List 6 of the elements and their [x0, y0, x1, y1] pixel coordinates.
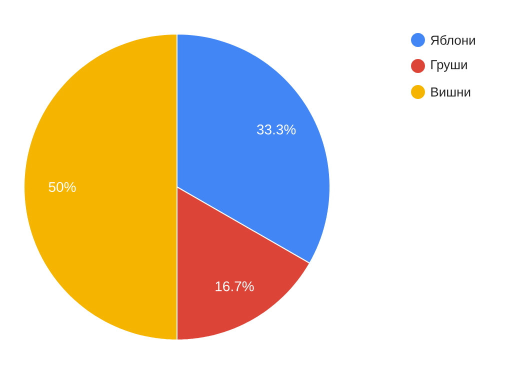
- data-label: 16.7%: [216, 281, 254, 292]
- legend-label: Яблони: [430, 35, 475, 45]
- legend-label: Груши: [431, 60, 467, 72]
- legend-label: Вишни: [431, 88, 470, 96]
- data-label: 33.3%: [257, 124, 296, 134]
- data-label: 50%: [48, 182, 76, 192]
